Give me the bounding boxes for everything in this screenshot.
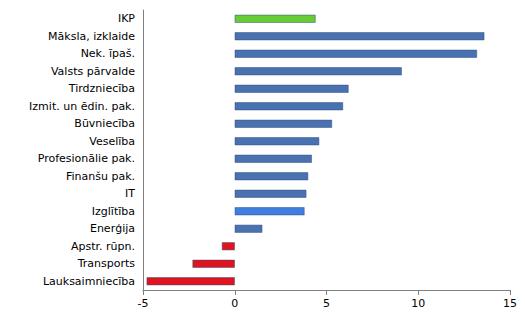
svg-text:Būvniecība: Būvniecība — [74, 117, 135, 130]
svg-text:Veselība: Veselība — [89, 135, 135, 148]
svg-text:5: 5 — [323, 297, 330, 310]
svg-text:Profesionālie pak.: Profesionālie pak. — [38, 152, 135, 165]
svg-text:Izmit. un ēdin. pak.: Izmit. un ēdin. pak. — [29, 100, 135, 113]
svg-text:Izglītība: Izglītība — [92, 205, 135, 218]
svg-text:Finanšu pak.: Finanšu pak. — [66, 170, 135, 183]
svg-text:IKP: IKP — [118, 12, 135, 25]
svg-text:Valsts pārvalde: Valsts pārvalde — [51, 65, 135, 78]
svg-text:Enerģija: Enerģija — [90, 222, 135, 235]
svg-text:Transports: Transports — [77, 257, 136, 270]
svg-text:Lauksaimniecība: Lauksaimniecība — [43, 275, 135, 288]
svg-text:Apstr. rūpn.: Apstr. rūpn. — [71, 240, 135, 253]
svg-text:Māksla, izklaide: Māksla, izklaide — [48, 30, 135, 43]
svg-text:IT: IT — [125, 187, 135, 200]
svg-text:0: 0 — [231, 297, 238, 310]
svg-text:10: 10 — [411, 297, 425, 310]
svg-text:Nek. īpaš.: Nek. īpaš. — [81, 47, 135, 60]
svg-text:15: 15 — [503, 297, 517, 310]
svg-text:-5: -5 — [138, 297, 149, 310]
svg-text:Tirdzniecība: Tirdzniecība — [68, 82, 135, 95]
